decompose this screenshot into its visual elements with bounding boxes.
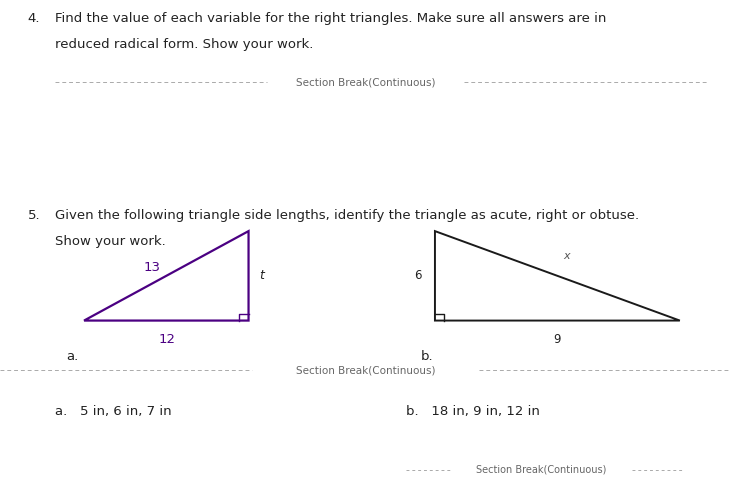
Text: Show your work.: Show your work. (55, 235, 166, 248)
Text: 5.: 5. (28, 209, 40, 222)
Text: a.   5 in, 6 in, 7 in: a. 5 in, 6 in, 7 in (55, 405, 172, 418)
Text: 9: 9 (553, 333, 561, 346)
Text: 6: 6 (414, 269, 422, 282)
Text: x: x (563, 251, 570, 261)
Text: b.: b. (420, 350, 433, 363)
Text: a.: a. (66, 350, 78, 363)
Text: b.   18 in, 9 in, 12 in: b. 18 in, 9 in, 12 in (406, 405, 539, 418)
Text: 13: 13 (143, 261, 161, 274)
Text: Find the value of each variable for the right triangles. Make sure all answers a: Find the value of each variable for the … (55, 12, 606, 25)
Text: 12: 12 (158, 333, 175, 346)
Text: Section Break(Continuous): Section Break(Continuous) (296, 365, 435, 375)
Text: 4.: 4. (28, 12, 40, 25)
Text: Section Break(Continuous): Section Break(Continuous) (296, 77, 435, 87)
Text: t: t (260, 269, 265, 282)
Text: Given the following triangle side lengths, identify the triangle as acute, right: Given the following triangle side length… (55, 209, 639, 222)
Text: Section Break(Continuous): Section Break(Continuous) (476, 465, 606, 475)
Text: reduced radical form. Show your work.: reduced radical form. Show your work. (55, 38, 313, 51)
